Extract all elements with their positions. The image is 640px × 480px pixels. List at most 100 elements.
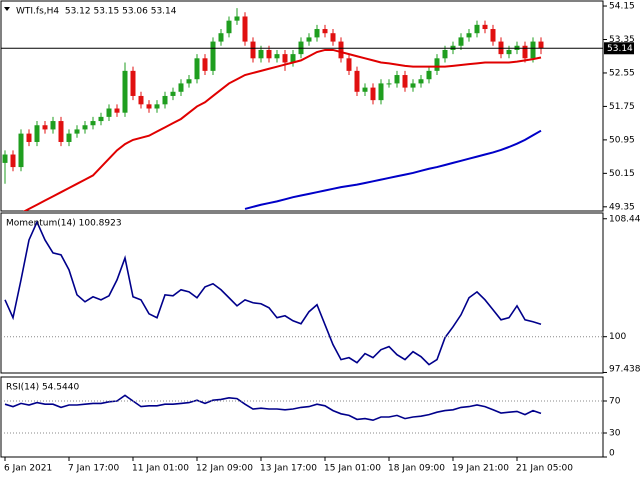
candle-body	[386, 83, 392, 85]
candle-body	[218, 33, 224, 42]
candle-body	[370, 87, 376, 101]
y-tick-label: 50.95	[609, 135, 635, 145]
panel-title: Momentum(14) 100.8923	[6, 219, 122, 229]
candle-body	[466, 33, 472, 38]
y-tick-label: 51.75	[609, 102, 635, 112]
panel-frame	[0, 376, 604, 458]
indicator-line	[4, 394, 542, 422]
y-tick-label: 97.4381	[609, 365, 640, 375]
candle-body	[410, 83, 416, 88]
candle-body	[26, 133, 32, 142]
panel-title: WTI.fs,H4 53.12 53.15 53.06 53.14	[16, 7, 177, 17]
x-tick-label: 18 Jan 09:00	[388, 464, 445, 474]
candle-body	[90, 121, 96, 126]
candle-body	[82, 125, 88, 130]
candle-body	[146, 104, 152, 109]
candle-body	[338, 41, 344, 59]
candle-body	[314, 29, 320, 38]
candle-body	[42, 125, 48, 130]
candle-body	[122, 70, 128, 113]
candle-body	[10, 154, 16, 168]
candle-body	[354, 70, 360, 92]
candle-body	[250, 41, 256, 59]
candle-body	[2, 154, 8, 163]
candle-body	[138, 95, 144, 105]
moving-average	[22, 48, 542, 211]
candle-body	[186, 79, 192, 84]
candle-body	[474, 24, 480, 34]
candle-body	[346, 58, 352, 71]
candle-body	[266, 49, 272, 59]
candle-body	[50, 121, 56, 130]
last-price-label: 53.14	[607, 44, 633, 54]
candle-body	[114, 108, 120, 113]
candle-body	[378, 83, 384, 101]
candle-body	[18, 133, 24, 168]
candle-body	[34, 125, 40, 142]
candle-body	[538, 41, 544, 49]
candle-body	[130, 70, 136, 96]
plot-area	[2, 8, 544, 211]
candle-body	[282, 54, 288, 63]
x-tick-label: 15 Jan 01:00	[324, 464, 381, 474]
candle-body	[362, 87, 368, 92]
candle-body	[242, 16, 248, 42]
candle-body	[234, 16, 240, 21]
candle-body	[170, 91, 176, 96]
x-tick-label: 12 Jan 09:00	[196, 464, 253, 474]
y-tick-label: 70	[609, 397, 621, 407]
y-tick-label: 108.448	[609, 214, 640, 224]
candle-body	[58, 121, 64, 142]
y-tick-label: 53.35	[609, 35, 635, 45]
candle-body	[154, 104, 160, 109]
candle-body	[306, 37, 312, 42]
x-tick-label: 6 Jan 2021	[4, 464, 52, 474]
candle-body	[274, 54, 280, 59]
y-tick-label: 54.15	[609, 2, 635, 12]
x-tick-label: 7 Jan 17:00	[68, 464, 120, 474]
indicator-line	[4, 220, 542, 366]
candle-body	[402, 75, 408, 88]
plot-area	[4, 394, 542, 422]
candle-body	[442, 49, 448, 59]
candle-body	[226, 20, 232, 34]
x-tick-label: 11 Jan 01:00	[132, 464, 189, 474]
moving-average	[244, 129, 542, 210]
y-tick-label: 49.35	[609, 202, 635, 212]
candle-body	[194, 58, 200, 80]
candle-body	[106, 108, 112, 117]
candle-body	[74, 129, 80, 134]
candle-body	[98, 116, 104, 122]
candle-body	[458, 37, 464, 46]
candle-body	[394, 75, 400, 84]
y-tick-label: 0	[609, 449, 615, 459]
plot-area	[4, 220, 542, 366]
candle-body	[434, 58, 440, 71]
candle-body	[426, 70, 432, 80]
candle-body	[66, 133, 72, 142]
candle-body	[202, 58, 208, 71]
candle-body	[490, 29, 496, 42]
candle-body	[330, 33, 336, 42]
candle-body	[482, 24, 488, 30]
x-tick-label: 21 Jan 05:00	[516, 464, 573, 474]
candle-body	[506, 49, 512, 55]
x-tick-label: 13 Jan 17:00	[260, 464, 317, 474]
candle-body	[258, 49, 264, 59]
candle-body	[178, 83, 184, 92]
y-tick-label: 100	[609, 332, 626, 342]
y-tick-label: 50.15	[609, 169, 635, 179]
panel-title: RSI(14) 54.5440	[6, 383, 79, 393]
menu-triangle	[4, 7, 10, 11]
candle-body	[522, 45, 528, 59]
candle-body	[418, 79, 424, 84]
panel-frame	[0, 212, 604, 374]
x-tick-label: 19 Jan 21:00	[452, 464, 509, 474]
candle-body	[210, 41, 216, 71]
candle-body	[290, 54, 296, 63]
last-price-box	[604, 42, 634, 55]
y-tick-label: 52.55	[609, 68, 635, 78]
candle-body	[322, 29, 328, 34]
